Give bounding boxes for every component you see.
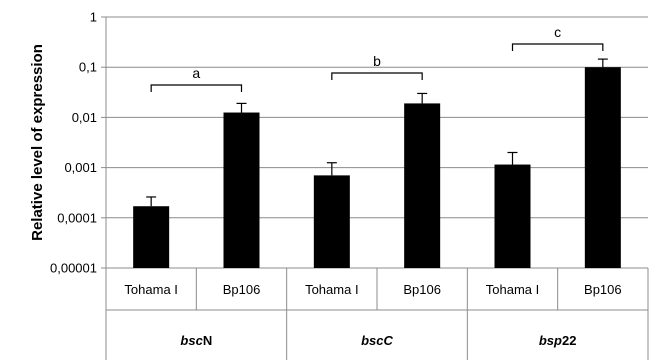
bar xyxy=(584,67,621,268)
axes xyxy=(101,16,649,360)
labels: 1 0,1 0,01 0,001 0,0001 0,00001 Tohama I Bp106 a… xyxy=(29,10,622,349)
group-label: bscN xyxy=(180,333,212,348)
bar xyxy=(313,175,350,268)
y-tick-label: 0,0001 xyxy=(57,210,97,225)
category-label: Tohama I xyxy=(124,282,177,297)
y-axis-label: Relative level of expression xyxy=(29,44,46,241)
y-tick-label: 0,1 xyxy=(79,60,97,75)
bar xyxy=(223,112,260,268)
group-label: bsp22 xyxy=(539,333,577,348)
category-label: Bp106 xyxy=(584,282,622,297)
bars xyxy=(133,58,621,268)
significance-label: c xyxy=(554,24,561,40)
significance-label: b xyxy=(373,53,381,69)
group-label: bscC xyxy=(361,333,393,348)
category-label: Bp106 xyxy=(223,282,261,297)
y-tick-label: 0,01 xyxy=(72,110,97,125)
y-tick-label: 1 xyxy=(90,10,97,25)
significance-label: a xyxy=(192,65,200,81)
significance-bracket xyxy=(150,84,243,92)
significance-bracket xyxy=(331,72,423,80)
category-label: Tohama I xyxy=(486,282,539,297)
bar xyxy=(404,103,441,268)
category-label: Tohama I xyxy=(305,282,358,297)
y-tick-label: 0,00001 xyxy=(50,261,97,276)
significance-bracket xyxy=(511,43,604,51)
bar xyxy=(133,206,170,268)
y-tick-label: 0,001 xyxy=(64,160,97,175)
category-label: Bp106 xyxy=(403,282,441,297)
bar xyxy=(494,164,531,268)
